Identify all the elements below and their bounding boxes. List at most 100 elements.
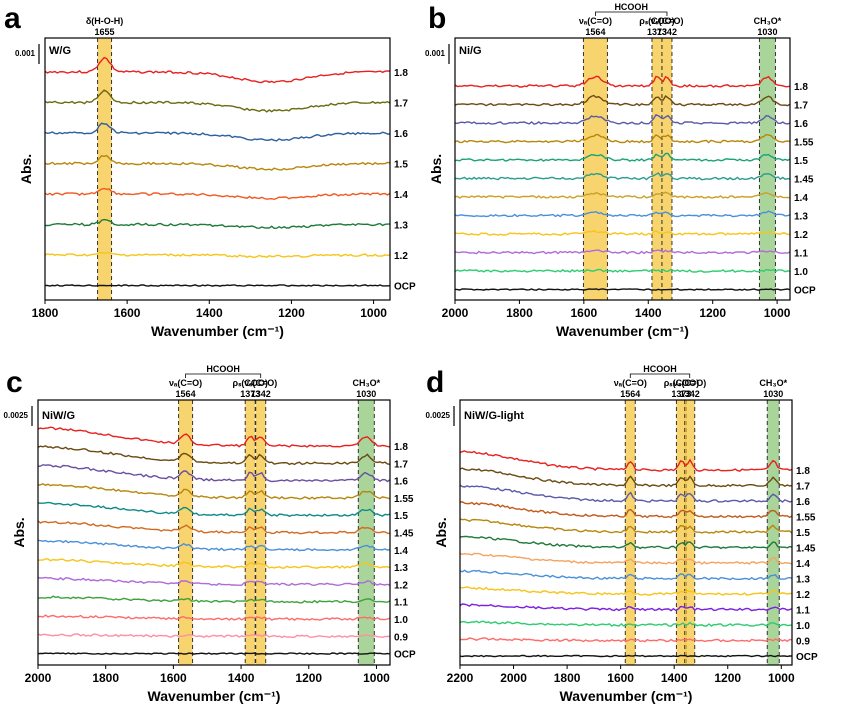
potential-label: 1.3	[394, 221, 408, 232]
potential-label: 1.1	[794, 249, 808, 260]
band-value: 1342	[657, 27, 677, 37]
panel-c: 1.8 1.7 1.6 1.55 1.5 1.45 1.4 1.3 1.2 1.1 1.0 0.9 OC…	[4, 364, 416, 704]
panel-label: d	[426, 366, 444, 399]
spectrum-1.7	[44, 89, 391, 113]
band-0	[97, 38, 112, 300]
x-tick-label: 1800	[506, 306, 533, 320]
potential-label: 0.9	[394, 632, 408, 643]
spectrum-1.4	[44, 187, 391, 201]
x-tick-label: 1200	[295, 671, 322, 685]
band-value: 1564	[585, 27, 605, 37]
potential-label: 1.8	[394, 68, 408, 79]
band-value: 1030	[757, 27, 777, 37]
band-label: ρₛ(COO)	[664, 378, 699, 388]
band-label: ρₛ(COO)	[233, 378, 268, 388]
potential-label: 1.5	[796, 528, 810, 539]
band-label: CH₃O*	[754, 16, 782, 26]
potential-label: 1.0	[794, 267, 808, 278]
x-tick-label: 1400	[635, 306, 662, 320]
x-axis-label: Wavenumber (cm⁻¹)	[148, 688, 281, 704]
x-axis-label: Wavenumber (cm⁻¹)	[560, 688, 693, 704]
band-label: νₛ(C=O)	[673, 378, 706, 388]
x-tick-label: 1800	[92, 671, 119, 685]
x-tick-label: 2200	[447, 671, 474, 685]
potential-label: 1.45	[794, 175, 814, 186]
band-label: ρₛ(COO)	[639, 16, 674, 26]
spectrum-1.1	[459, 603, 793, 612]
plot-frame	[44, 37, 391, 301]
potential-label: 1.8	[394, 442, 408, 453]
panel-label: b	[428, 2, 446, 35]
x-tick-label: 2000	[442, 306, 469, 320]
spectrum-0.9	[459, 637, 793, 643]
hcooh-bracket	[629, 373, 691, 378]
x-axis-label: Wavenumber (cm⁻¹)	[556, 323, 689, 339]
spectrum-1.0	[454, 268, 791, 273]
band-label: νₛ(C=O)	[244, 378, 277, 388]
x-tick-label: 2000	[25, 671, 52, 685]
spectrum-1.3	[45, 218, 390, 230]
potential-label: OCP	[394, 650, 416, 661]
band-label: CH₃O*	[352, 378, 380, 388]
potential-label: 1.6	[394, 477, 408, 488]
spectrum-1.7	[37, 445, 391, 466]
plot-frame	[459, 399, 793, 666]
spectrum-OCP	[44, 284, 390, 287]
potential-label: 1.2	[794, 230, 808, 241]
spectrum-1.8	[44, 56, 391, 84]
scale-bar-label: 0.0025	[426, 411, 451, 420]
spectrum-1.6	[454, 114, 791, 125]
potential-label: 1.8	[794, 82, 808, 93]
potential-label: 1.1	[394, 598, 408, 609]
spectrum-1.55	[459, 501, 793, 519]
spectrum-1.2	[37, 576, 391, 587]
potential-label: 1.4	[394, 546, 408, 557]
spectrum-1.8	[454, 75, 791, 88]
spectrum-1.6	[44, 122, 390, 142]
panel-label: c	[6, 366, 23, 399]
plot-frame	[454, 37, 791, 301]
band-label: νₐ(C=O)	[579, 16, 612, 26]
potential-label: OCP	[394, 282, 416, 293]
band-label: δ(H-O-H)	[86, 16, 123, 26]
plot-frame	[37, 399, 391, 666]
sample-title: Ni/G	[459, 45, 482, 57]
potential-label: 1.5	[394, 160, 408, 171]
potential-label: 1.3	[794, 212, 808, 223]
x-tick-label: 1200	[278, 306, 305, 320]
band-2	[684, 400, 695, 665]
band-label: νₐ(C=O)	[614, 378, 647, 388]
band-value: 1342	[680, 389, 700, 399]
potential-label: 1.55	[394, 494, 414, 505]
x-tick-label: 1800	[554, 671, 581, 685]
sample-title: NiW/G	[42, 410, 75, 422]
scale-bar-label: 0.001	[425, 49, 446, 58]
band-value: 1373	[240, 389, 260, 399]
spectrum-1.5	[454, 152, 791, 162]
x-axis-label: Wavenumber (cm⁻¹)	[151, 323, 284, 339]
x-tick-label: 1000	[764, 306, 791, 320]
potential-label: 1.4	[794, 193, 808, 204]
potential-label: 1.6	[394, 129, 408, 140]
spectrum-OCP	[454, 288, 791, 291]
x-tick-label: 1600	[114, 306, 141, 320]
spectrum-1.5	[459, 518, 793, 534]
x-tick-label: 1400	[661, 671, 688, 685]
potential-label: 1.4	[796, 559, 810, 570]
potential-label: 1.7	[794, 101, 808, 112]
potential-label: 1.7	[796, 482, 810, 493]
hcooh-bracket	[595, 11, 668, 16]
potential-label: 1.4	[394, 190, 408, 201]
potential-label: 1.1	[796, 606, 810, 617]
potential-label: 1.6	[794, 119, 808, 130]
band-label: νₐ(C=O)	[169, 378, 202, 388]
potential-label: 1.2	[796, 590, 810, 601]
panel-label: a	[4, 2, 21, 35]
potential-label: 1.2	[394, 580, 408, 591]
band-value: 1564	[176, 389, 196, 399]
band-2	[255, 400, 266, 665]
potential-label: OCP	[794, 286, 816, 297]
potential-label: 1.0	[796, 621, 810, 632]
x-tick-label: 1200	[699, 306, 726, 320]
spectrum-1.4	[454, 191, 791, 199]
